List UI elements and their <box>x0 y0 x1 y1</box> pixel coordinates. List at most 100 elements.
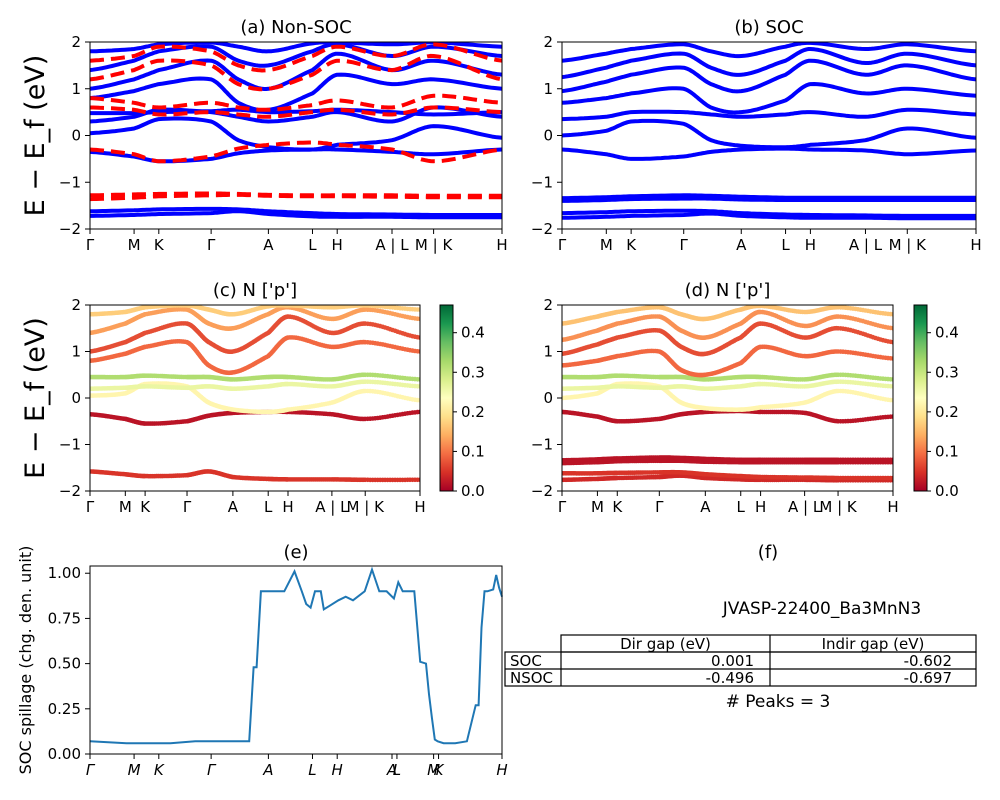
band-point <box>890 414 893 419</box>
x-tick-label: Γ <box>207 236 216 254</box>
colorbar-tick-label: 0.2 <box>935 403 959 421</box>
plot-area-a <box>90 42 502 220</box>
dashed-band-line <box>90 105 502 119</box>
x-tick-label: M <box>600 236 613 254</box>
band-point <box>417 377 420 382</box>
x-tick-label: A | L <box>315 498 349 516</box>
table-cell: -0.697 <box>904 669 952 687</box>
y-tick-label: 0.00 <box>48 745 81 763</box>
peaks-count: # Peaks = 3 <box>726 692 831 712</box>
y-tick-label: −2 <box>531 220 553 238</box>
y-tick-label: 1 <box>71 343 81 361</box>
x-tick-label: K <box>154 236 165 254</box>
colorbar-gradient <box>439 304 454 492</box>
table-header-cell: Indir gap (eV) <box>822 635 925 653</box>
y-tick-label: −2 <box>59 482 81 500</box>
x-tick-label: Γ <box>558 236 567 254</box>
y-tick-label: −1 <box>531 436 553 454</box>
x-tick-label: L <box>393 761 401 779</box>
band-point <box>417 477 420 483</box>
colorbar-tick-label: 0.1 <box>461 442 485 460</box>
dashed-band-line <box>90 53 502 92</box>
x-tick-label: H <box>414 498 425 516</box>
colorbar-tick-label: 0.3 <box>935 363 959 381</box>
solid-band-line <box>562 196 976 203</box>
x-tick-label: L <box>308 236 317 254</box>
solid-band-line <box>90 209 502 220</box>
x-tick-label: L <box>264 498 273 516</box>
y-tick-label: 2 <box>543 296 553 314</box>
colorbar-tick-label: 0.0 <box>461 482 485 500</box>
panel-f-title: (f) <box>758 542 778 563</box>
band-point <box>417 409 420 415</box>
band-point <box>890 312 893 317</box>
x-tick-label: H <box>887 498 898 516</box>
x-tick-label: M <box>128 236 141 254</box>
y-tick-label: 0.75 <box>48 609 81 627</box>
dashed-band-line <box>90 192 502 202</box>
x-tick-label: K <box>434 761 445 779</box>
colorbar-tick-label: 0.3 <box>461 363 485 381</box>
y-axis-label: SOC spillage (chg. den. unit) <box>16 546 35 775</box>
band-point <box>890 457 893 463</box>
y-tick-label: −1 <box>59 173 81 191</box>
band-point <box>417 316 420 322</box>
table-row-label: SOC <box>510 652 542 670</box>
y-tick-label: 2 <box>71 296 81 314</box>
x-tick-label: H <box>282 498 293 516</box>
x-tick-label: Γ <box>558 498 567 516</box>
solid-band-line <box>562 82 976 115</box>
x-tick-label: K <box>154 761 165 779</box>
x-tick-label: A <box>700 498 711 516</box>
table-header-cell: Dir gap (eV) <box>620 635 711 653</box>
y-tick-label: 0.25 <box>48 700 81 718</box>
colorbar-tick-label: 0.2 <box>461 403 485 421</box>
dashed-band-line <box>90 93 502 112</box>
band-point <box>417 398 420 403</box>
y-tick-label: 2 <box>543 33 553 51</box>
y-tick-label: 0 <box>71 127 81 145</box>
solid-band-line <box>562 107 976 122</box>
x-tick-label: L <box>737 498 746 516</box>
axes-frame <box>89 565 503 755</box>
dashed-band-line <box>90 140 502 164</box>
solid-band-line <box>562 208 976 218</box>
solid-band-line <box>562 146 976 161</box>
x-tick-label: H <box>332 236 343 254</box>
x-tick-label: M | K <box>889 236 928 254</box>
table-cell: -0.602 <box>904 652 952 670</box>
axes-frame <box>89 41 503 230</box>
x-tick-label: A <box>262 761 273 779</box>
spillage-line <box>89 566 503 745</box>
solid-band-line <box>562 193 976 201</box>
solid-band-line <box>90 42 502 54</box>
x-tick-label: H <box>496 236 507 254</box>
y-tick-label: 1 <box>71 80 81 98</box>
x-tick-label: A | L <box>375 236 409 254</box>
solid-band-line <box>562 211 976 221</box>
x-tick-label: H <box>970 236 981 254</box>
plot-area-b <box>562 42 976 221</box>
x-tick-label: A | L <box>849 236 883 254</box>
axes-frame <box>89 304 421 492</box>
y-tick-label: 0 <box>543 127 553 145</box>
dashed-band-line <box>90 42 502 73</box>
band-point <box>890 356 893 361</box>
colorbar: 0.00.10.20.30.4 <box>913 304 959 500</box>
y-tick-label: −2 <box>531 482 553 500</box>
solid-band-line <box>562 118 976 150</box>
dashed-band-line <box>90 191 502 198</box>
band-point <box>417 307 420 312</box>
x-tick-label: Γ <box>207 761 217 779</box>
band-point <box>890 377 893 382</box>
y-tick-label: 0.50 <box>48 655 81 673</box>
x-tick-label: M | K <box>819 498 858 516</box>
solid-band-line <box>90 51 502 91</box>
x-tick-label: H <box>805 236 816 254</box>
x-tick-label: K <box>612 498 623 516</box>
x-tick-label: H <box>755 498 766 516</box>
x-tick-label: Γ <box>86 761 96 779</box>
material-id: JVASP-22400_Ba3MnN3 <box>722 599 921 619</box>
